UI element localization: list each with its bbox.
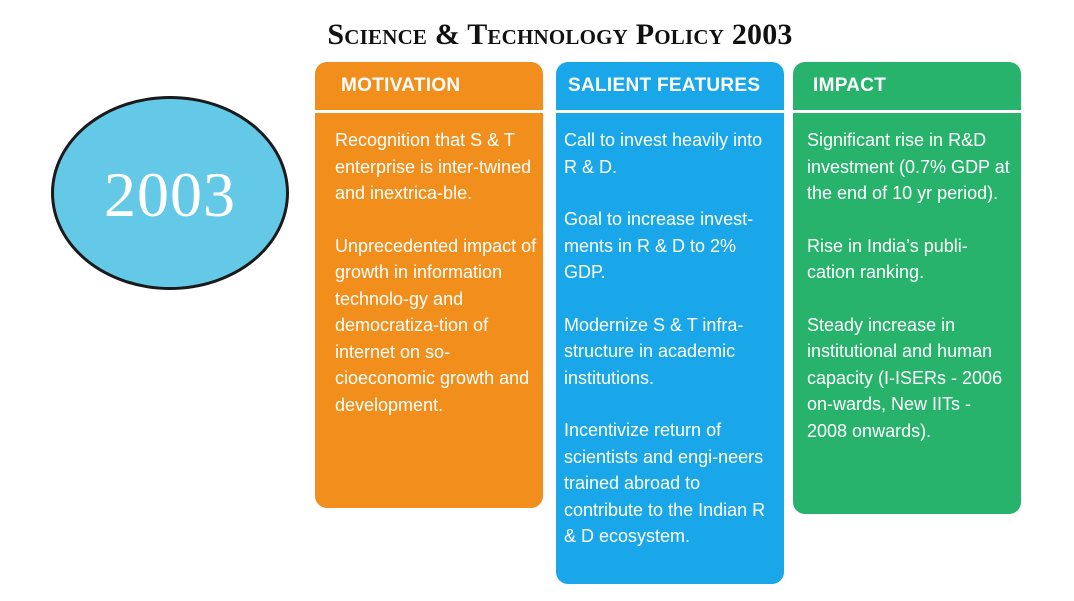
- motivation-column: MOTIVATION Recognition that S & T enterp…: [315, 62, 543, 508]
- impact-column: IMPACT Significant rise in R&D investmen…: [793, 62, 1021, 514]
- salient-features-header: SALIENT FEATURES: [556, 62, 784, 113]
- motivation-item: Unprecedented impact of growth in inform…: [335, 235, 537, 415]
- motivation-item: Recognition that S & T enterprise is int…: [335, 130, 532, 203]
- salient-feature-item: Call to invest heavily into R & D.: [564, 130, 763, 177]
- impact-body: Significant rise in R&D investment (0.7%…: [793, 113, 1021, 444]
- salient-features-column: SALIENT FEATURES Call to invest heavily …: [556, 62, 784, 584]
- impact-header: IMPACT: [793, 62, 1021, 113]
- impact-item: Significant rise in R&D investment (0.7%…: [807, 130, 1010, 203]
- page-title: Science & Technology Policy 2003: [327, 18, 793, 51]
- impact-item: Rise in India’s publi-cation ranking.: [807, 235, 968, 283]
- impact-item: Steady increase in institutional and hum…: [807, 314, 1003, 441]
- salient-feature-item: Modernize S & T infra-structure in acade…: [564, 314, 744, 388]
- motivation-header: MOTIVATION: [315, 62, 543, 113]
- year-circle: 2003: [51, 96, 289, 290]
- motivation-body: Recognition that S & T enterprise is int…: [315, 113, 543, 418]
- year-label: 2003: [104, 159, 236, 230]
- salient-feature-item: Incentivize return of scientists and eng…: [564, 420, 766, 546]
- salient-features-body: Call to invest heavily into R & D. Goal …: [556, 113, 784, 550]
- salient-feature-item: Goal to increase invest-ments in R & D t…: [564, 209, 754, 282]
